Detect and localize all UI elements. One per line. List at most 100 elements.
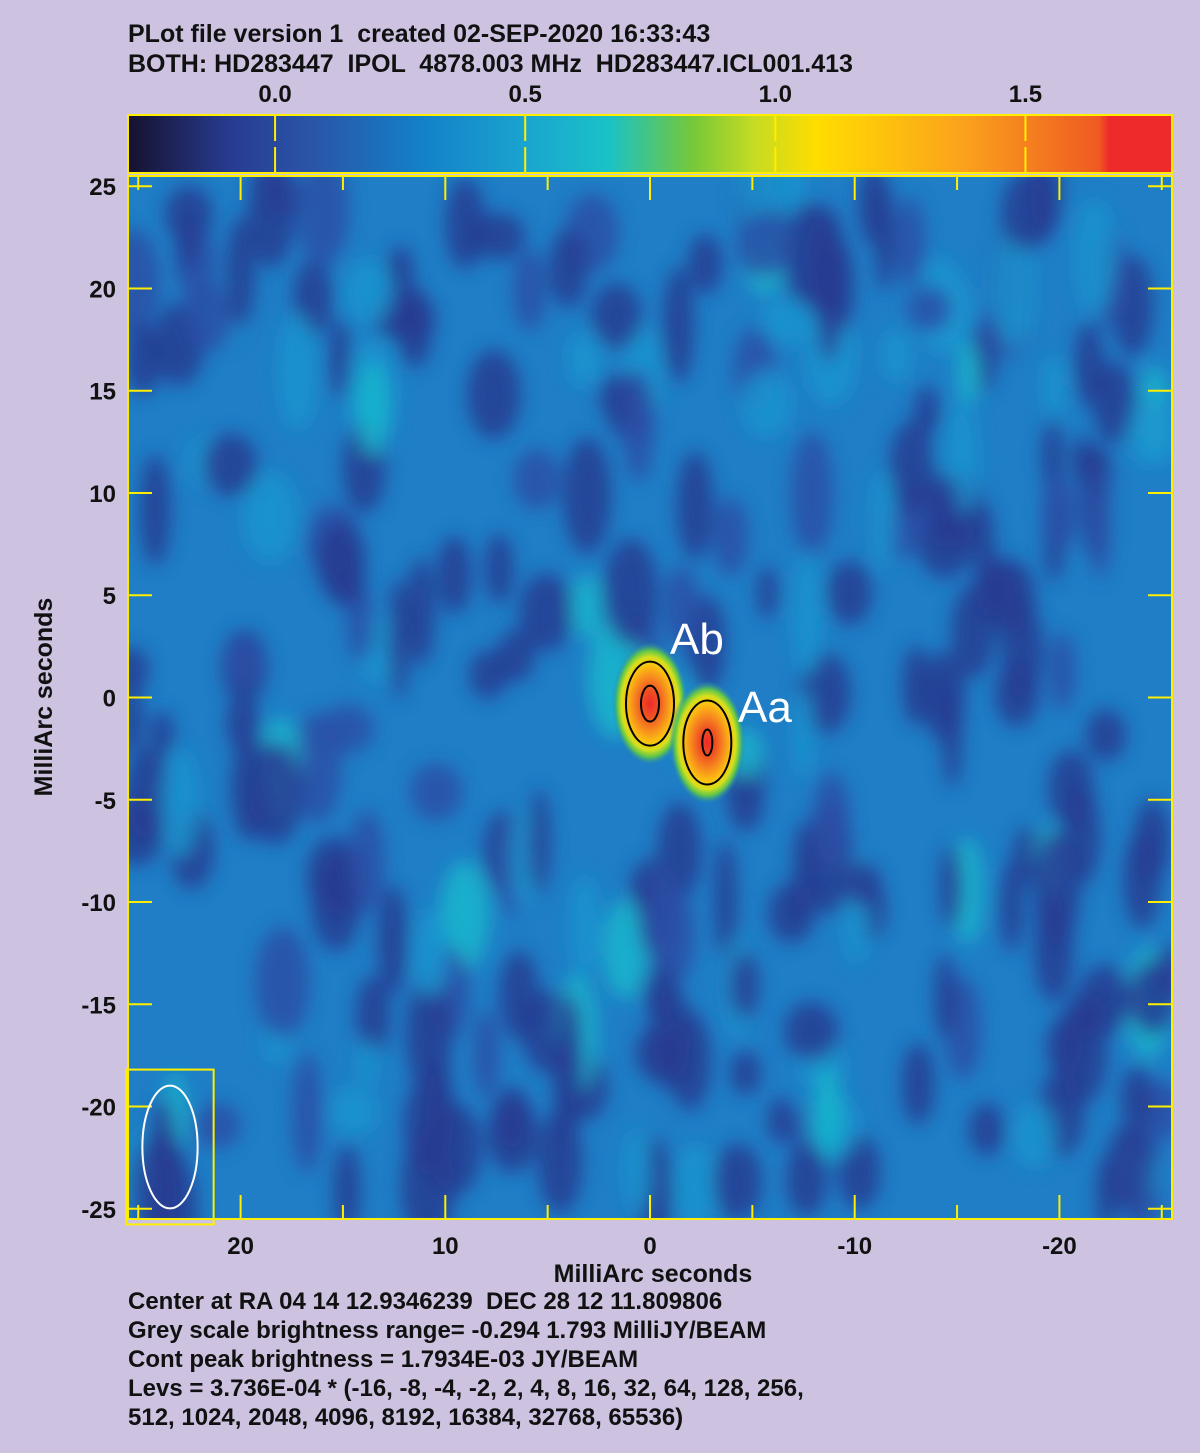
noise-blob — [603, 899, 648, 999]
noise-blob — [439, 861, 490, 969]
plot-header-line-1: PLot file version 1 created 02-SEP-2020 … — [128, 20, 711, 48]
noise-blob — [396, 286, 433, 368]
noise-blob — [1046, 1016, 1082, 1076]
footer-line-5: 512, 1024, 2048, 4096, 8192, 16384, 3276… — [128, 1404, 684, 1431]
noise-blob — [857, 176, 887, 245]
y-tick-label: 0 — [103, 686, 116, 713]
noise-blob — [768, 883, 815, 944]
noise-blob — [149, 711, 174, 757]
noise-blob — [410, 763, 463, 821]
x-axis-title: MilliArc seconds — [554, 1260, 753, 1288]
noise-blob — [784, 1001, 839, 1061]
noise-blob — [164, 185, 213, 243]
noise-blob — [895, 197, 925, 288]
noise-blob — [1105, 1123, 1153, 1211]
noise-blob — [327, 548, 365, 608]
noise-blob — [558, 993, 583, 1112]
footer-line-3: Cont peak brightness = 1.7934E-03 JY/BEA… — [128, 1346, 639, 1373]
noise-blob — [496, 629, 535, 683]
y-tick-labels: 25 20 15 10 5 0 -5 -10 -15 -20 -25 — [81, 174, 116, 1224]
noise-blob — [730, 1050, 762, 1096]
noise-blob — [333, 1143, 361, 1219]
noise-blob — [128, 228, 161, 337]
noise-blob — [499, 950, 540, 1040]
noise-blob — [957, 342, 980, 405]
source-labels: Ab Aa — [670, 615, 792, 732]
noise-blob — [466, 349, 521, 440]
footer-line-2: Grey scale brightness range= -0.294 1.79… — [128, 1317, 767, 1344]
noise-blob — [913, 385, 940, 437]
noise-blob — [356, 362, 390, 456]
noise-blob — [377, 884, 409, 995]
noise-blob — [1127, 399, 1172, 467]
beam-indicator — [125, 1068, 215, 1226]
noise-blob — [712, 497, 749, 576]
noise-blob — [255, 926, 310, 1038]
noise-blob — [226, 216, 256, 328]
noise-blob — [528, 789, 551, 895]
y-tick-label: 15 — [89, 379, 116, 406]
noise-blob — [471, 212, 526, 260]
noise-blob — [927, 473, 960, 549]
noise-blob — [939, 845, 963, 928]
contours — [625, 660, 733, 786]
noise-blob — [1042, 475, 1079, 550]
noise-blob — [672, 1144, 718, 1219]
noise-blob — [1012, 1103, 1057, 1168]
colorbar-tick-label: 1.0 — [759, 81, 792, 108]
beam-box — [125, 1068, 215, 1226]
y-tick-label: -10 — [81, 890, 116, 917]
noise-blob — [223, 640, 265, 687]
source-label-Ab: Ab — [670, 615, 724, 664]
noise-blob — [291, 1052, 323, 1173]
colorbar-tick-label: 0.5 — [509, 81, 542, 108]
noise-blob — [741, 370, 793, 438]
noise-blob — [767, 1096, 795, 1145]
noise-blob — [512, 249, 547, 331]
noise-blob — [1000, 600, 1044, 699]
noise-blob — [736, 213, 791, 278]
noise-blob — [591, 282, 642, 349]
noise-blob — [513, 449, 561, 510]
noise-blob — [356, 1039, 378, 1088]
noise-blob — [1074, 199, 1115, 316]
footer-line-4: Levs = 3.736E-04 * (-16, -8, -4, -2, 2, … — [128, 1375, 804, 1402]
noise-blob — [812, 771, 851, 874]
noise-blob — [387, 245, 414, 299]
y-tick-label: -15 — [81, 992, 116, 1019]
noise-blob — [1042, 355, 1067, 418]
noise-blob — [355, 976, 391, 1055]
noise-blob — [161, 749, 199, 859]
plot-header-line-2: BOTH: HD283447 IPOL 4878.003 MHz HD28344… — [128, 50, 853, 78]
noise-blob — [329, 1087, 378, 1135]
noise-blob — [247, 176, 296, 268]
x-tick-labels: 20 10 0 -10 -20 — [227, 1233, 1077, 1260]
x-tick-label: 10 — [432, 1233, 459, 1260]
noise-blob — [473, 1009, 500, 1099]
noise-blob — [328, 317, 351, 399]
brightness-map — [128, 176, 1172, 1219]
noise-blob — [412, 909, 449, 997]
noise-blob — [548, 228, 588, 309]
noise-blob — [139, 454, 171, 566]
noise-field — [128, 176, 1172, 1219]
noise-blob — [880, 329, 912, 383]
noise-blob — [320, 704, 374, 754]
noise-blob — [562, 437, 612, 555]
sources — [612, 641, 746, 805]
noise-blob — [729, 951, 759, 1020]
noise-blob — [403, 1075, 453, 1174]
y-tick-label: 25 — [89, 174, 116, 201]
noise-blob — [1048, 749, 1094, 828]
noise-blob — [871, 470, 896, 569]
noise-blob — [968, 1102, 1005, 1156]
noise-blob — [1085, 709, 1126, 762]
source-label-Aa: Aa — [738, 683, 792, 732]
noise-blob — [566, 330, 603, 388]
noise-blob — [248, 741, 304, 845]
noise-blob — [202, 433, 258, 497]
noise-blob — [889, 421, 934, 513]
noise-blob — [792, 552, 822, 677]
noise-blob — [999, 860, 1024, 952]
contour-outer — [682, 699, 733, 786]
